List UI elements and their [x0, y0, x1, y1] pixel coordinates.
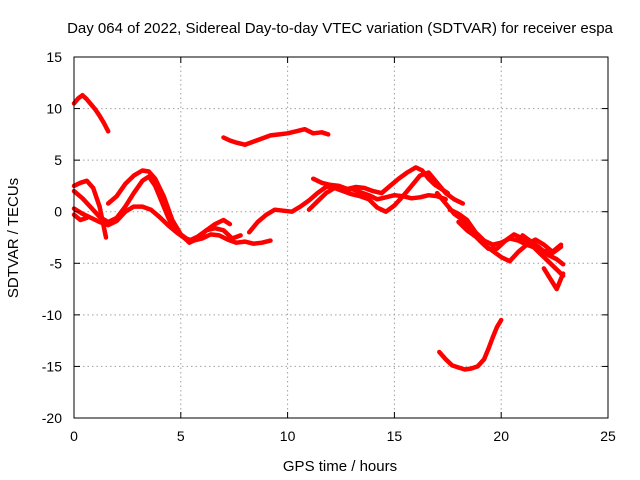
- series-arc-16: [437, 317, 504, 372]
- y-tick-label: -5: [50, 255, 63, 271]
- y-tick-label: -10: [42, 307, 62, 323]
- series-arc-7: [71, 178, 109, 240]
- x-tick-label: 5: [177, 428, 185, 444]
- series-arc-13: [456, 219, 564, 264]
- x-tick-label: 15: [387, 428, 403, 444]
- x-tick-label: 25: [600, 428, 616, 444]
- series-arc-11: [434, 190, 566, 278]
- plot-frame: [73, 56, 609, 419]
- y-tick-label: -20: [42, 410, 62, 426]
- series-arc-9: [310, 165, 451, 196]
- series-arc-2: [221, 126, 331, 147]
- y-tick-label: 10: [46, 101, 62, 117]
- y-tick-label: 15: [46, 49, 62, 65]
- series-group: [71, 92, 566, 372]
- series-arc-15: [541, 266, 566, 292]
- x-tick-label: 0: [70, 428, 78, 444]
- y-tick-label: 5: [54, 152, 62, 168]
- x-tick-label: 10: [280, 428, 296, 444]
- series-arc-5: [105, 168, 233, 245]
- chart-title: Day 064 of 2022, Sidereal Day-to-day VTE…: [67, 20, 613, 37]
- x-axis-label: GPS time / hours: [283, 458, 397, 475]
- series-arc-10: [306, 170, 466, 214]
- x-tick-label: 20: [493, 428, 509, 444]
- series-arc-1: [71, 92, 111, 134]
- series-arc-6: [71, 212, 90, 223]
- y-tick-label: -15: [42, 358, 62, 374]
- series-arc-4: [71, 204, 273, 246]
- axis-ticks: 0 5 10 15 20 25 -20 -15 -10 -5 0 5 10 15: [42, 49, 616, 444]
- y-tick-label: 0: [54, 204, 62, 220]
- series-arc-14: [520, 233, 566, 267]
- y-axis-label: SDTVAR / TECUs: [5, 178, 22, 298]
